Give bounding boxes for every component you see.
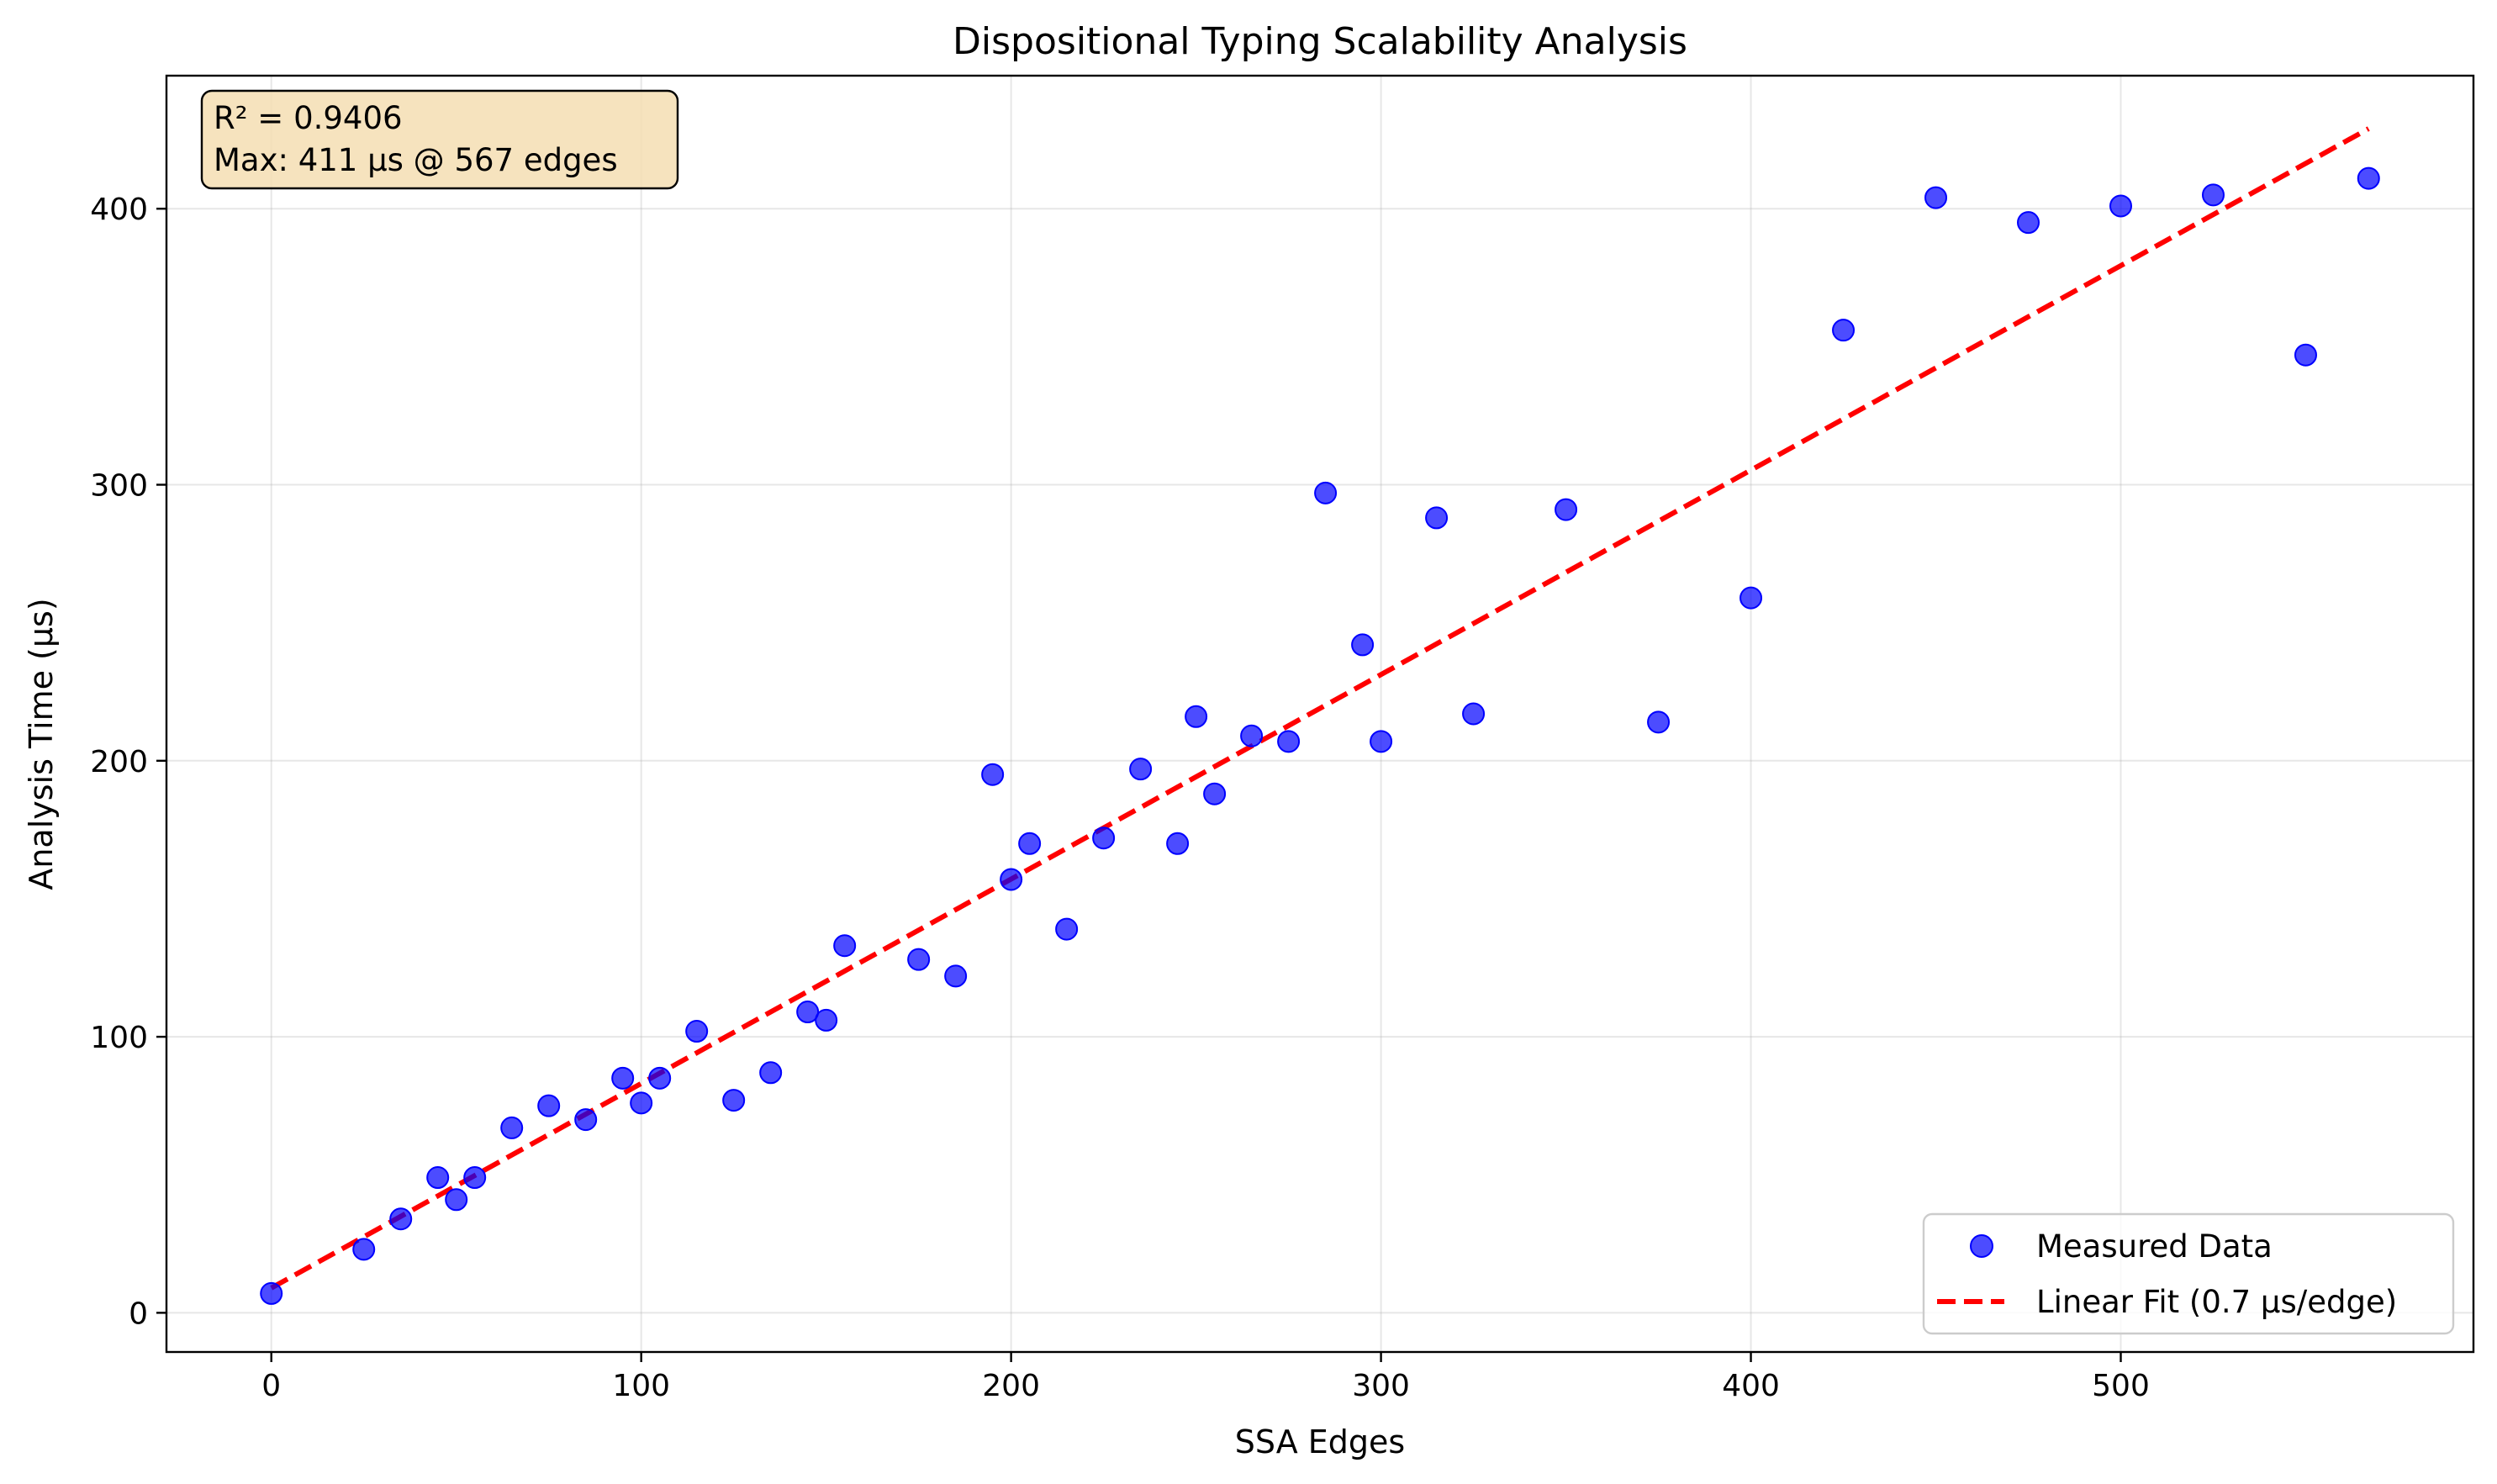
data-point <box>630 1091 653 1115</box>
data-point <box>1924 186 1948 209</box>
data-point <box>1647 710 1671 734</box>
data-point <box>1092 826 1116 850</box>
max-value-text: Max: 411 μs @ 567 edges <box>214 142 618 178</box>
r-squared-text: R² = 0.9406 <box>214 100 403 136</box>
data-point <box>463 1166 487 1190</box>
data-point <box>500 1116 524 1139</box>
data-point <box>1129 758 1153 781</box>
y-tick-label: 400 <box>90 193 148 227</box>
x-axis-label: SSA Edges <box>1235 1423 1405 1460</box>
data-point <box>1277 730 1301 753</box>
data-point <box>1240 724 1264 747</box>
plot-frame <box>165 74 2475 1354</box>
fit-line-layer <box>270 126 2370 1291</box>
data-point <box>1314 481 1338 504</box>
ticks: 0 100 200 300 400 500 0 100 200 300 400 <box>90 193 2150 1403</box>
data-point <box>2017 211 2040 235</box>
data-point <box>352 1238 376 1261</box>
data-point <box>445 1188 468 1212</box>
x-tick-label: 0 <box>261 1369 281 1403</box>
y-tick-label: 300 <box>90 469 148 504</box>
data-point <box>389 1207 413 1231</box>
data-point <box>2294 343 2317 367</box>
legend-frame <box>1922 1212 2455 1335</box>
y-tick-label: 100 <box>90 1021 148 1055</box>
x-tick-label: 500 <box>2092 1369 2150 1403</box>
info-box-background <box>200 89 679 190</box>
data-point <box>1425 506 1449 530</box>
data-point <box>1185 705 1208 728</box>
legend-label-measured: Measured Data <box>2036 1228 2273 1265</box>
data-point <box>1370 730 1393 753</box>
data-point <box>1832 319 1856 342</box>
data-point <box>1203 782 1227 805</box>
y-axis-label: Analysis Time (μs) <box>23 598 60 890</box>
data-point <box>1055 917 1079 941</box>
data-point <box>1166 832 1190 855</box>
x-tick-label: 200 <box>982 1369 1040 1403</box>
scatter-points-layer <box>260 166 2380 1305</box>
data-point <box>574 1108 598 1132</box>
data-point <box>722 1089 746 1112</box>
legend: Measured Data Linear Fit (0.7 μs/edge) <box>1922 1212 2455 1335</box>
y-tick-label: 0 <box>129 1297 148 1331</box>
data-point <box>685 1020 709 1043</box>
chart-title: Dispositional Typing Scalability Analysi… <box>953 20 1687 63</box>
data-point <box>1462 702 1486 726</box>
data-point <box>907 948 931 971</box>
data-point <box>2109 194 2133 218</box>
data-point <box>2201 183 2225 207</box>
legend-label-fit: Linear Fit (0.7 μs/edge) <box>2036 1284 2397 1320</box>
data-point <box>2357 166 2380 190</box>
x-tick-label: 400 <box>1722 1369 1780 1403</box>
data-point <box>1555 498 1578 521</box>
data-point <box>1000 868 1023 891</box>
data-point <box>981 763 1005 786</box>
data-point <box>815 1008 838 1032</box>
data-point <box>796 1001 820 1024</box>
data-point <box>426 1166 450 1190</box>
y-tick-label: 200 <box>90 745 148 779</box>
data-point <box>759 1061 783 1085</box>
x-tick-label: 300 <box>1352 1369 1410 1403</box>
data-point <box>1739 586 1763 610</box>
x-tick-label: 100 <box>612 1369 670 1403</box>
data-point <box>648 1066 672 1090</box>
info-box: R² = 0.9406 Max: 411 μs @ 567 edges <box>200 89 679 190</box>
data-point <box>833 934 857 958</box>
data-point <box>611 1066 635 1090</box>
data-point <box>537 1094 561 1117</box>
data-point <box>944 964 968 988</box>
data-point <box>1018 832 1042 855</box>
legend-marker-measured <box>1970 1234 1993 1258</box>
data-point <box>260 1281 283 1305</box>
data-point <box>1351 633 1375 657</box>
linear-fit-line <box>270 126 2370 1291</box>
